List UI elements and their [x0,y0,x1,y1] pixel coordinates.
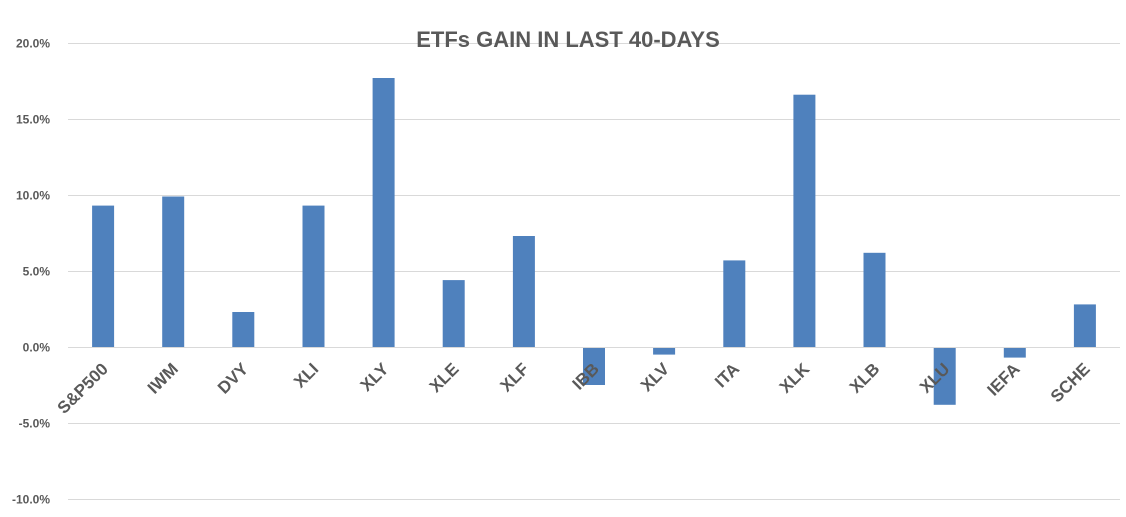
x-tick-label: XLB [846,359,883,396]
y-axis-tick-labels: 20.0% 15.0% 10.0% 5.0% 0.0% -5.0% -10.0% [12,37,50,507]
x-tick-label: IEFA [983,359,1023,399]
bar-xlv [653,347,676,355]
chart-title: ETFs GAIN IN LAST 40-DAYS [416,27,720,52]
y-tick-label: 5.0% [23,265,51,279]
bar-xli [302,205,325,347]
x-tick-label: XLF [497,359,533,395]
bar-xly [372,78,395,347]
bar-sp500 [92,205,115,347]
bar-ibb [583,347,605,385]
x-tick-label: XLE [426,359,463,396]
x-tick-label: IWM [144,359,182,397]
x-tick-label: SCHE [1047,359,1094,406]
x-tick-label: ITA [711,359,743,391]
bar-iefa [1003,347,1026,358]
y-tick-label: 15.0% [16,113,50,127]
bar-ita [723,260,746,347]
y-tick-label: 20.0% [16,37,50,51]
bar-iwm [162,196,185,347]
bars [68,78,1120,405]
x-tick-label: XLY [357,359,393,395]
y-tick-label: -10.0% [12,493,50,507]
x-tick-label: XLI [290,359,322,391]
bar-xlf [512,236,535,347]
x-tick-label: DVY [214,359,253,398]
bar-xlb [863,252,886,347]
gridlines [68,43,1120,500]
bar-sche [1073,304,1096,347]
x-tick-label: XLK [776,359,814,397]
bar-xlk [793,94,816,347]
y-tick-label: 0.0% [23,341,51,355]
x-tick-label: S&P500 [54,359,112,417]
bar-dvy [232,312,255,347]
x-axis-tick-labels: S&P500 IWM DVY XLI XLY XLE XLF IBB XLV ITA XLK XLB X… [54,359,1094,418]
x-tick-label: XLV [637,359,673,395]
y-tick-label: 10.0% [16,189,50,203]
y-tick-label: -5.0% [19,417,51,431]
bar-xle [442,280,465,347]
bar-xlu [933,347,956,405]
